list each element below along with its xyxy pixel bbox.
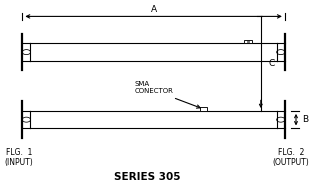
Text: C: C (268, 59, 275, 68)
Text: SMA
CONECTOR: SMA CONECTOR (134, 81, 173, 94)
Text: B: B (302, 115, 308, 124)
Text: SERIES 305: SERIES 305 (114, 172, 180, 182)
Text: FLG.  2
(OUTPUT): FLG. 2 (OUTPUT) (273, 148, 309, 167)
Bar (244, 40, 252, 43)
Bar (247, 41, 249, 42)
Text: A: A (150, 4, 157, 14)
Bar (200, 107, 207, 111)
Text: FLG.  1
(INPUT): FLG. 1 (INPUT) (5, 148, 34, 167)
